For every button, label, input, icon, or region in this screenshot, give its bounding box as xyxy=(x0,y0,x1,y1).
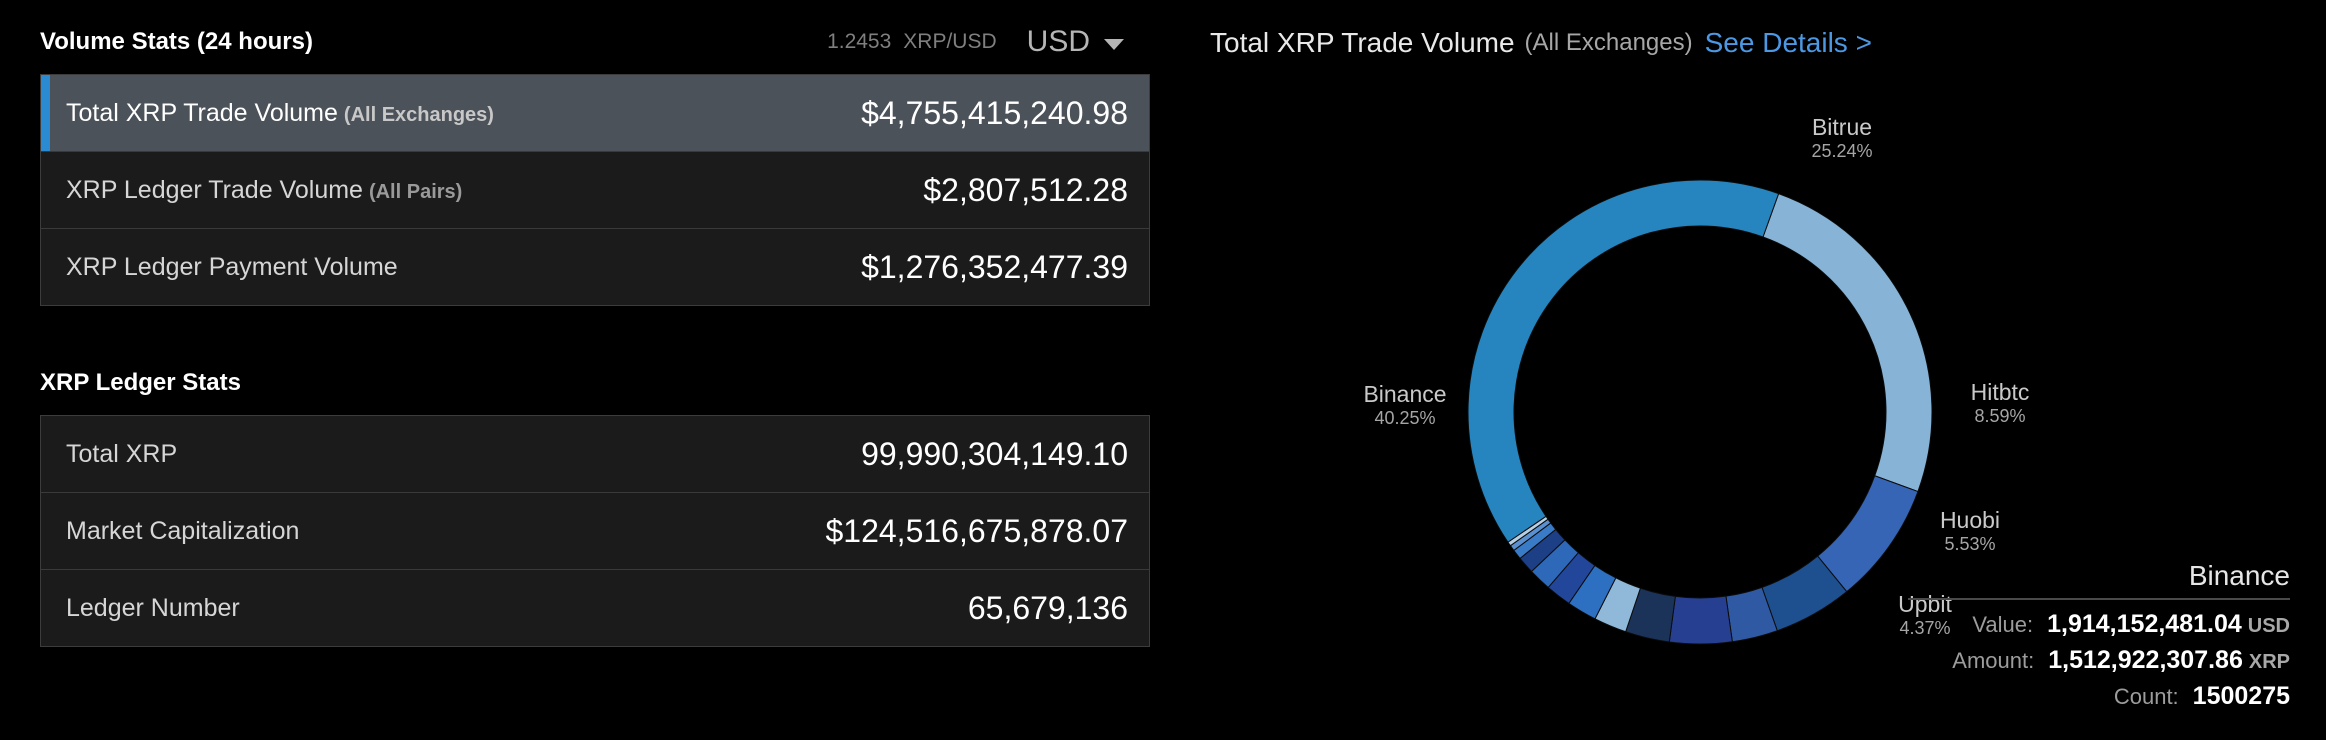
ledger-stats-table: Total XRP 99,990,304,149.10 Market Capit… xyxy=(40,415,1150,647)
volume-row-ledger-trade[interactable]: XRP Ledger Trade Volume (All Pairs) $2,80… xyxy=(41,152,1149,229)
row-label: Market Capitalization xyxy=(66,516,300,545)
row-label: XRP Ledger Trade Volume (All Pairs) xyxy=(66,176,462,205)
volume-stats-title: Volume Stats (24 hours) xyxy=(40,28,313,55)
slice-label-huobi: Huobi xyxy=(1940,507,2000,533)
row-value: 65,679,136 xyxy=(967,589,1128,626)
slice-percent-binance: 40.25% xyxy=(1374,408,1435,428)
row-value: $1,276,352,477.39 xyxy=(861,248,1128,285)
row-value: $2,807,512.28 xyxy=(923,171,1128,208)
row-value: $124,516,675,878.07 xyxy=(825,512,1128,549)
tooltip-value-row: Value: 1,914,152,481.04 USD xyxy=(1908,610,2290,646)
row-value: $4,755,415,240.98 xyxy=(861,94,1128,131)
see-details-link[interactable]: See Details > xyxy=(1704,27,1872,58)
ledger-row-market-cap: Market Capitalization $124,516,675,878.0… xyxy=(41,493,1149,570)
slice-label-upbit: Upbit xyxy=(1898,591,1952,617)
donut-slices xyxy=(1467,179,1933,645)
chart-title: Total XRP Trade Volume xyxy=(1210,27,1515,58)
volume-stats-header: Volume Stats (24 hours) 1.2453 XRP/USD U… xyxy=(40,17,1150,67)
slice-label-binance: Binance xyxy=(1363,381,1446,407)
slice-label-bitrue: Bitrue xyxy=(1812,114,1872,140)
donut-slice-upbit[interactable] xyxy=(1668,595,1733,645)
slice-percent-upbit: 4.37% xyxy=(1899,618,1950,638)
currency-select-value: USD xyxy=(1026,25,1090,58)
donut-slice-bitrue[interactable] xyxy=(1762,193,1933,493)
slice-label-hitbtc: Hitbtc xyxy=(1971,379,2030,405)
tooltip-count-row: Count: 1500275 xyxy=(1908,682,2290,718)
slice-percent-bitrue: 25.24% xyxy=(1811,141,1872,161)
exchange-rate-value: 1.2453 xyxy=(827,30,892,53)
ledger-row-ledger-number: Ledger Number 65,679,136 xyxy=(41,570,1149,646)
tooltip-count: 1500275 xyxy=(2192,682,2290,710)
tooltip-amount-row: Amount: 1,512,922,307.86 XRP xyxy=(1908,646,2290,682)
volume-row-ledger-payment[interactable]: XRP Ledger Payment Volume $1,276,352,477… xyxy=(41,229,1149,305)
donut-slice-binance[interactable] xyxy=(1467,179,1780,543)
tooltip-amount-unit: XRP xyxy=(2248,651,2290,673)
currency-select[interactable]: USD xyxy=(1027,25,1124,59)
tooltip-value-unit: USD xyxy=(2247,615,2290,637)
row-label-text: Total XRP Trade Volume xyxy=(66,98,338,127)
volume-row-total-trade[interactable]: Total XRP Trade Volume (All Exchanges) $4… xyxy=(41,75,1149,152)
ledger-stats-title: XRP Ledger Stats xyxy=(40,369,241,396)
exchange-rate-unit: XRP/USD xyxy=(903,30,997,53)
tooltip-value-label: Value: xyxy=(1972,612,2034,637)
chevron-down-icon xyxy=(1104,38,1124,50)
volume-stats-table: Total XRP Trade Volume (All Exchanges) $4… xyxy=(40,74,1150,306)
chart-header: Total XRP Trade Volume (All Exchanges) S… xyxy=(1210,18,1872,68)
ledger-stats-header: XRP Ledger Stats xyxy=(40,358,1150,408)
row-label: Ledger Number xyxy=(66,593,240,622)
row-label: Total XRP xyxy=(66,439,178,468)
row-label: XRP Ledger Payment Volume xyxy=(66,252,398,281)
slice-percent-hitbtc: 8.59% xyxy=(1974,406,2025,426)
tooltip-value: 1,914,152,481.04 xyxy=(2047,610,2242,638)
chart-tooltip: Binance Value: 1,914,152,481.04 USD Amou… xyxy=(1908,560,2290,718)
tooltip-count-label: Count: xyxy=(2113,684,2179,709)
row-label: Total XRP Trade Volume (All Exchanges) xyxy=(66,99,494,128)
row-label-sub: (All Pairs) xyxy=(368,180,463,203)
exchange-rate: 1.2453 XRP/USD USD xyxy=(827,25,1124,59)
row-label-text: XRP Ledger Trade Volume xyxy=(66,175,363,204)
tooltip-amount: 1,512,922,307.86 xyxy=(2048,646,2243,674)
slice-percent-huobi: 5.53% xyxy=(1944,534,1995,554)
row-value: 99,990,304,149.10 xyxy=(861,435,1128,472)
row-label-sub: (All Exchanges) xyxy=(343,103,494,126)
ledger-row-total-xrp: Total XRP 99,990,304,149.10 xyxy=(41,416,1149,493)
tooltip-title: Binance xyxy=(1908,560,2290,600)
chart-subtitle: (All Exchanges) xyxy=(1524,29,1693,56)
tooltip-amount-label: Amount: xyxy=(1952,648,2035,673)
